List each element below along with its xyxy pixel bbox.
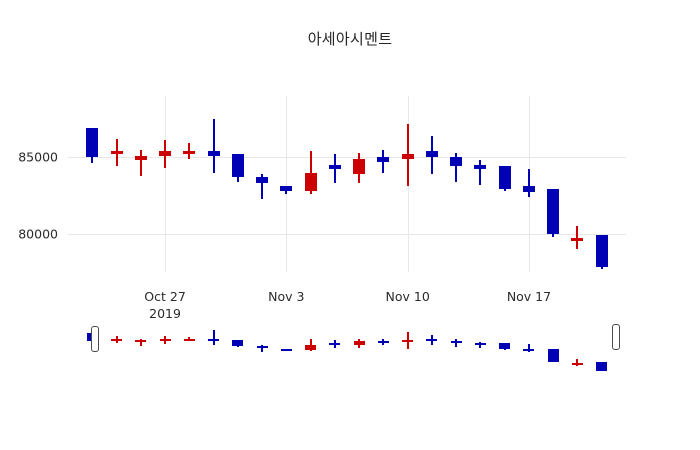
candle-wick <box>309 339 312 351</box>
candle-wick <box>261 174 264 199</box>
candle-body <box>450 340 462 344</box>
y-axis-tick-label: 80000 <box>18 226 58 242</box>
candle-body <box>183 151 196 155</box>
x-axis-tick-label: Oct 27 2019 <box>144 289 186 321</box>
candle-body <box>522 186 535 193</box>
candle-body <box>547 189 560 234</box>
candle-body <box>596 361 608 371</box>
y-axis-tick-label: 85000 <box>18 149 58 165</box>
candle-body <box>207 151 220 156</box>
x-axis-tick-label: Nov 17 <box>506 289 552 304</box>
candle-body <box>111 339 123 342</box>
candle-wick <box>455 152 458 182</box>
main-price-plot[interactable]: 85000 80000 Oct 27 2019 Nov 3 Nov 10 Nov 17 <box>18 96 626 321</box>
candle-body <box>231 154 244 178</box>
candle-wick <box>261 345 264 352</box>
candle-body <box>353 341 365 346</box>
navigator-left-handle[interactable] <box>90 326 99 352</box>
candle-body <box>86 128 99 158</box>
candle-body <box>353 158 366 175</box>
candle-body <box>135 340 147 343</box>
candle-body <box>402 339 414 342</box>
candle-body <box>571 238 584 242</box>
candle-wick <box>527 344 530 352</box>
candle-body <box>377 157 390 162</box>
candle-body <box>329 342 341 345</box>
candle-body <box>595 235 608 268</box>
candle-wick <box>576 359 579 366</box>
candle-wick <box>188 143 191 159</box>
candle-wick <box>479 160 482 185</box>
candle-body <box>547 349 559 362</box>
candle-body <box>232 339 244 347</box>
gridline-horizontal <box>68 157 626 159</box>
candle-body <box>305 344 317 350</box>
candle-body <box>256 177 269 184</box>
candle-body <box>523 348 535 351</box>
candle-body <box>474 164 487 170</box>
candle-body <box>159 339 171 342</box>
candle-wick <box>479 341 482 349</box>
candle-body <box>498 166 511 190</box>
candle-wick <box>455 339 458 348</box>
candle-wick <box>212 330 215 345</box>
candle-body <box>499 343 511 350</box>
candle-body <box>450 157 463 167</box>
candle-body <box>280 348 292 351</box>
gridline-vertical <box>165 96 167 272</box>
candle-body <box>328 164 341 170</box>
candle-body <box>377 340 389 343</box>
candle-wick <box>139 149 142 176</box>
candle-body <box>401 154 414 159</box>
page-title: 아세아시멘트 <box>307 30 393 48</box>
navigator-right-handle[interactable] <box>612 324 621 350</box>
candle-body <box>426 339 438 342</box>
candle-body <box>208 339 220 342</box>
gridline-horizontal <box>68 233 626 235</box>
candle-body <box>304 172 317 191</box>
candle-body <box>110 151 123 155</box>
candle-wick <box>212 118 215 173</box>
candle-body <box>134 155 147 161</box>
candle-body <box>159 151 172 156</box>
x-axis-tick-label: Nov 10 <box>385 289 430 304</box>
x-axis-tick-label: Nov 3 <box>268 289 305 304</box>
gridline-vertical <box>286 96 288 272</box>
candle-body <box>425 151 438 158</box>
range-navigator[interactable] <box>68 322 626 374</box>
candle-body <box>183 339 195 342</box>
candle-body <box>280 186 293 191</box>
candle-wick <box>576 226 579 250</box>
candle-wick <box>527 169 530 197</box>
candle-body <box>256 346 268 349</box>
candle-body <box>571 362 583 365</box>
candle-body <box>474 342 486 345</box>
